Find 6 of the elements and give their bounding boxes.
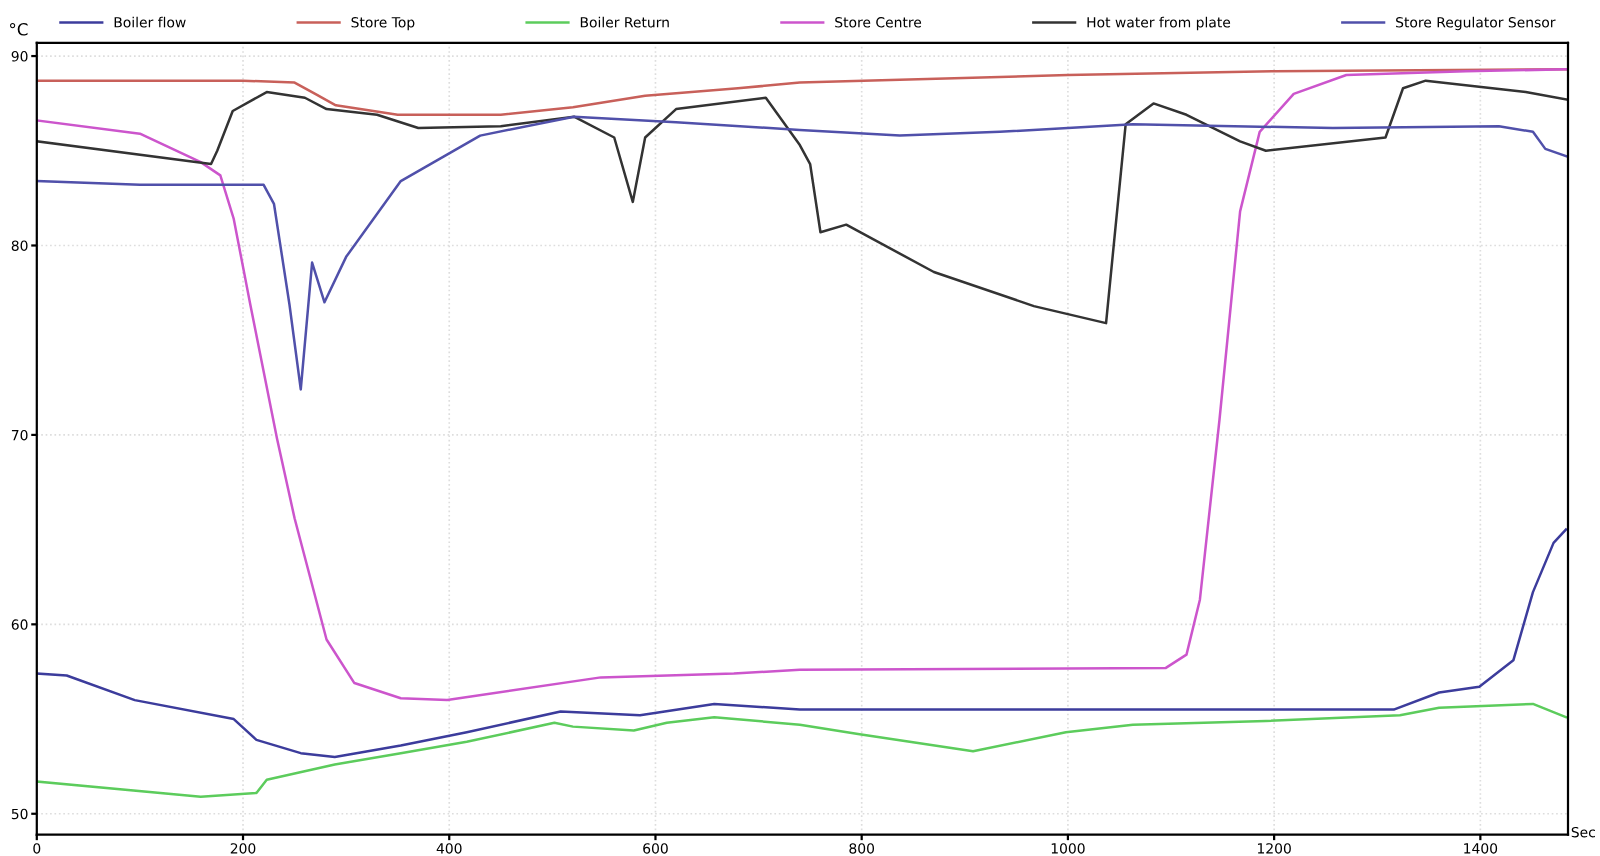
- line-series: [36, 68, 1568, 702]
- line-series: [36, 115, 1568, 391]
- y-axis-title: °C: [10, 23, 28, 36]
- line-series: [36, 702, 1568, 798]
- line-series: [36, 528, 1568, 759]
- line-series: [36, 79, 1568, 325]
